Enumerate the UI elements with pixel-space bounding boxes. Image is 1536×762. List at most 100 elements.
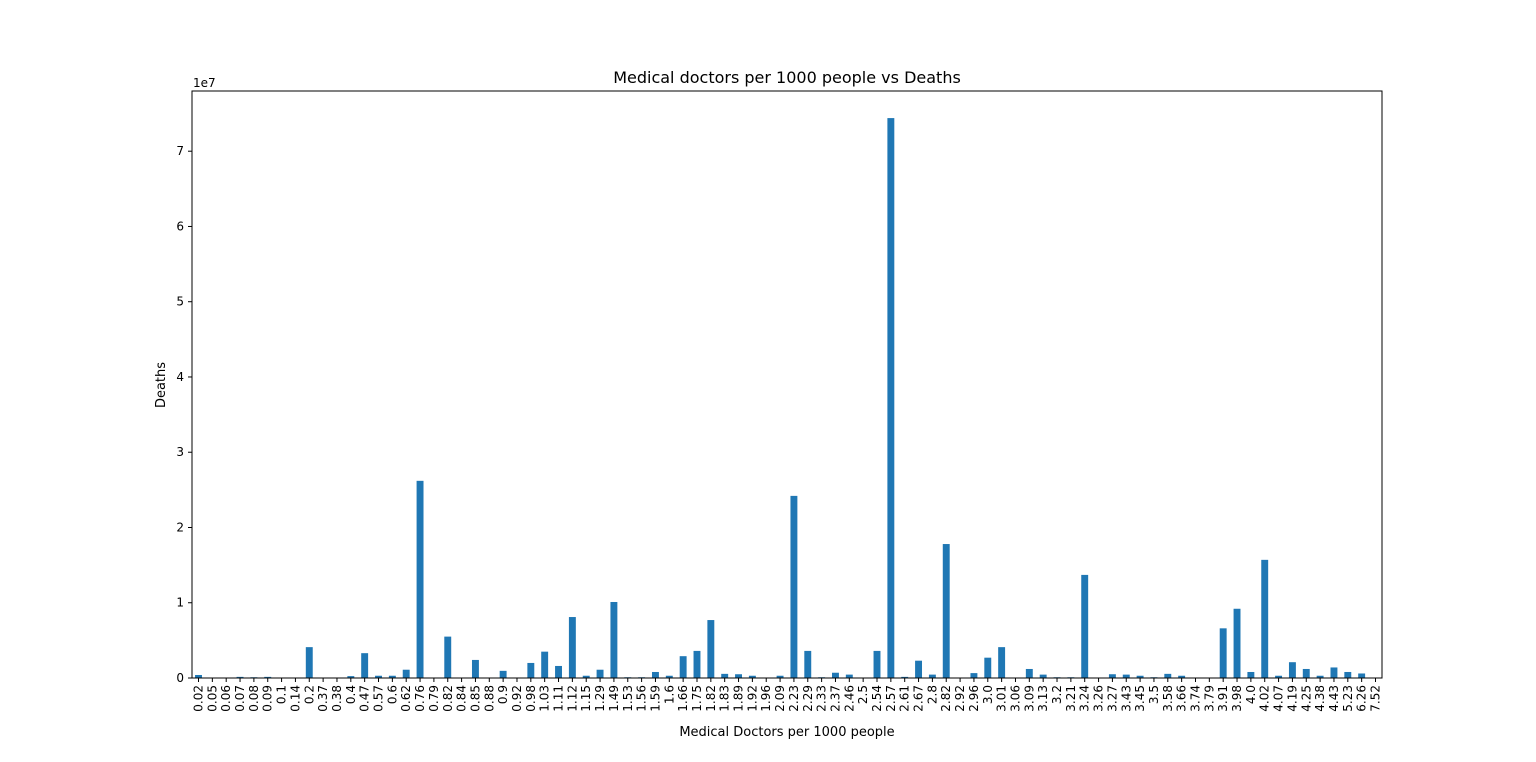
bar xyxy=(1178,675,1186,678)
bar xyxy=(665,675,673,678)
x-tick-label: 0.6 xyxy=(385,685,399,704)
x-tick-label: 0.85 xyxy=(468,685,482,712)
x-tick-label: 4.0 xyxy=(1244,685,1258,704)
x-tick-label: 2.67 xyxy=(912,685,926,712)
x-tick-label: 1.75 xyxy=(690,685,704,712)
x-tick-label: 4.02 xyxy=(1258,685,1272,712)
bar xyxy=(721,673,729,678)
x-tick-label: 3.5 xyxy=(1147,685,1161,704)
bar xyxy=(1039,674,1047,678)
bar xyxy=(832,672,839,678)
x-tick-label: 3.98 xyxy=(1230,685,1244,712)
bar xyxy=(361,653,369,678)
x-tick-label: 1.12 xyxy=(565,685,579,712)
x-axis-label: Medical Doctors per 1000 people xyxy=(679,725,894,740)
bar xyxy=(541,651,549,678)
x-tick-label: 6.26 xyxy=(1355,685,1369,712)
x-tick-label: 1.49 xyxy=(607,685,621,712)
x-tick-label: 4.38 xyxy=(1313,685,1327,712)
x-tick-label: 1.83 xyxy=(718,685,732,712)
plot-frame xyxy=(191,90,1383,679)
y-axis-offset-label: 1e7 xyxy=(193,76,216,90)
x-tick-label: 3.79 xyxy=(1202,685,1216,712)
x-tick-label: 0.38 xyxy=(330,685,344,712)
x-tick-label: 2.5 xyxy=(856,685,870,704)
x-tick-label: 0.9 xyxy=(496,685,510,704)
bar xyxy=(1344,671,1352,678)
bar xyxy=(1136,675,1144,678)
bar xyxy=(1247,671,1255,678)
bar xyxy=(1275,675,1283,678)
bar xyxy=(264,676,272,678)
bar xyxy=(1122,674,1130,678)
x-tick-label: 2.09 xyxy=(773,685,787,712)
x-tick-label: 0.57 xyxy=(372,685,386,712)
x-tick-label: 0.14 xyxy=(288,685,302,712)
bar xyxy=(1358,673,1366,678)
bar xyxy=(845,674,853,678)
x-tick-label: 3.24 xyxy=(1078,685,1092,712)
x-tick-label: 3.45 xyxy=(1133,685,1147,712)
bar xyxy=(1108,674,1116,678)
x-tick-label: 3.01 xyxy=(995,685,1009,712)
x-tick-label: 3.09 xyxy=(1022,685,1036,712)
x-tick-label: 2.23 xyxy=(787,685,801,712)
bar xyxy=(748,675,756,678)
x-tick-label: 2.29 xyxy=(801,685,815,712)
y-tick-label: 0 xyxy=(176,671,184,685)
bar xyxy=(873,650,881,678)
x-tick-label: 3.58 xyxy=(1161,685,1175,712)
bar xyxy=(1233,608,1241,678)
bar xyxy=(693,650,701,678)
x-tick-label: 4.19 xyxy=(1285,685,1299,712)
y-tick-label: 3 xyxy=(176,445,184,459)
x-tick-label: 5.23 xyxy=(1341,685,1355,712)
x-tick-label: 1.53 xyxy=(621,685,635,712)
x-tick-label: 2.96 xyxy=(967,685,981,712)
y-axis-ticks: 0 1 2 3 4 5 6 7 xyxy=(176,144,192,685)
y-tick-label: 2 xyxy=(176,520,184,534)
bar xyxy=(915,660,923,678)
bar xyxy=(776,675,784,678)
x-tick-label: 0.92 xyxy=(510,685,524,712)
x-tick-label: 1.89 xyxy=(732,685,746,712)
bar xyxy=(804,650,812,678)
bar xyxy=(527,662,535,678)
bar xyxy=(610,601,618,678)
x-tick-label: 1.56 xyxy=(635,685,649,712)
x-tick-label: 4.25 xyxy=(1299,685,1313,712)
x-tick-label: 3.66 xyxy=(1175,685,1189,712)
x-tick-label: 2.8 xyxy=(925,685,939,704)
x-axis-ticks: 0.02 0.05 0.06 0.07 0.08 0.09 0.1 0.14 0.2 0.37 0.… xyxy=(192,678,1383,712)
x-tick-label: 0.62 xyxy=(399,685,413,712)
bar xyxy=(984,657,992,678)
bar xyxy=(555,665,562,678)
bar xyxy=(942,544,950,678)
bar xyxy=(735,674,742,678)
bar xyxy=(1330,667,1338,678)
x-tick-label: 1.03 xyxy=(538,685,552,712)
x-tick-label: 1.6 xyxy=(662,685,676,704)
bar xyxy=(568,617,576,678)
x-tick-label: 3.2 xyxy=(1050,685,1064,704)
bar xyxy=(1164,673,1172,678)
bar xyxy=(1081,574,1089,678)
y-tick-label: 4 xyxy=(176,370,184,384)
bar xyxy=(679,656,687,678)
x-tick-label: 0.84 xyxy=(455,685,469,712)
x-tick-label: 3.43 xyxy=(1119,685,1133,712)
bar xyxy=(1261,559,1269,678)
x-tick-label: 0.88 xyxy=(482,685,496,712)
bar xyxy=(901,676,909,678)
bar xyxy=(347,676,355,678)
bar xyxy=(1316,675,1324,678)
bar xyxy=(651,671,659,678)
y-tick-label: 5 xyxy=(176,295,184,309)
x-tick-label: 0.37 xyxy=(316,685,330,712)
bar xyxy=(928,674,936,678)
x-tick-label: 0.98 xyxy=(524,685,538,712)
x-tick-label: 2.37 xyxy=(828,685,842,712)
x-tick-label: 2.92 xyxy=(953,685,967,712)
x-tick-label: 0.08 xyxy=(247,685,261,712)
x-tick-label: 1.15 xyxy=(579,685,593,712)
